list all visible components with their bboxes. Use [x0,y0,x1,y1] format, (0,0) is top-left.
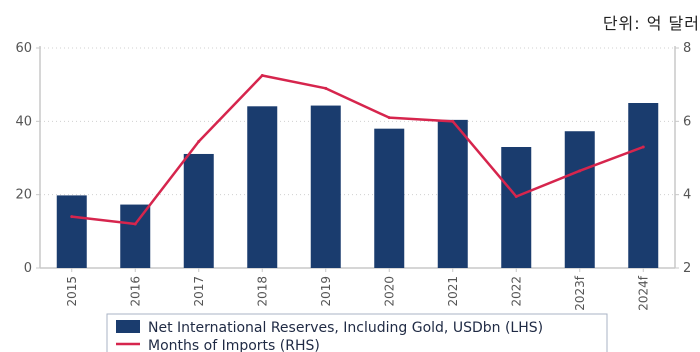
line-point [260,74,264,77]
line-point [70,215,74,219]
bars [56,103,659,268]
line-path [71,74,644,226]
line-point [514,195,518,198]
bar [437,119,468,268]
line-point [641,145,645,149]
line-point [387,116,391,120]
bar [120,204,151,268]
x-tick-label: 2021 [446,276,460,307]
line-point [324,86,328,90]
x-tick-label: 2019 [319,276,333,307]
y-left-tick-label: 20 [15,188,32,203]
x-tick-label: 2016 [128,276,142,307]
y-right-tick-label: 2 [683,261,691,276]
bar [628,103,659,268]
legend-bar-swatch [116,320,140,333]
line-point [197,140,201,143]
x-tick-label: 2022 [509,276,523,307]
y-right-tick-label: 6 [683,114,691,129]
legend-label-imports: Months of Imports (RHS) [148,338,320,352]
x-tick-label: 2020 [382,276,396,307]
x-tick-label: 2017 [192,276,206,307]
bar [501,147,532,268]
y-left-tick-label: 0 [24,261,32,276]
unit-label: 단위: 억 달러 [602,14,700,33]
x-tick-label: 2015 [65,276,79,307]
line-point [578,169,582,173]
bar [564,131,595,268]
bar [247,106,278,268]
legend: Net International Reserves, Including Go… [106,313,608,352]
y-left-tick-label: 60 [15,41,32,56]
x-tick-label: 2024f [636,275,650,311]
line-point [133,222,137,226]
y-right-tick-label: 8 [683,41,691,56]
line-series [70,74,645,226]
y-right-tick-label: 4 [683,188,691,203]
line-point [451,119,455,123]
bar [310,105,341,268]
legend-label-reserves: Net International Reserves, Including Go… [148,320,543,336]
bar [56,195,87,268]
legend-box [106,313,608,352]
bar [374,128,405,268]
x-tick-label: 2023f [573,275,587,311]
y-left-tick-label: 40 [15,114,32,129]
ticks: 0 20 40 60 2 4 6 8 2015 2016 2017 2018 2019 2020 2021 2… [15,41,691,311]
bar [183,153,214,268]
x-tick-label: 2018 [255,276,269,307]
